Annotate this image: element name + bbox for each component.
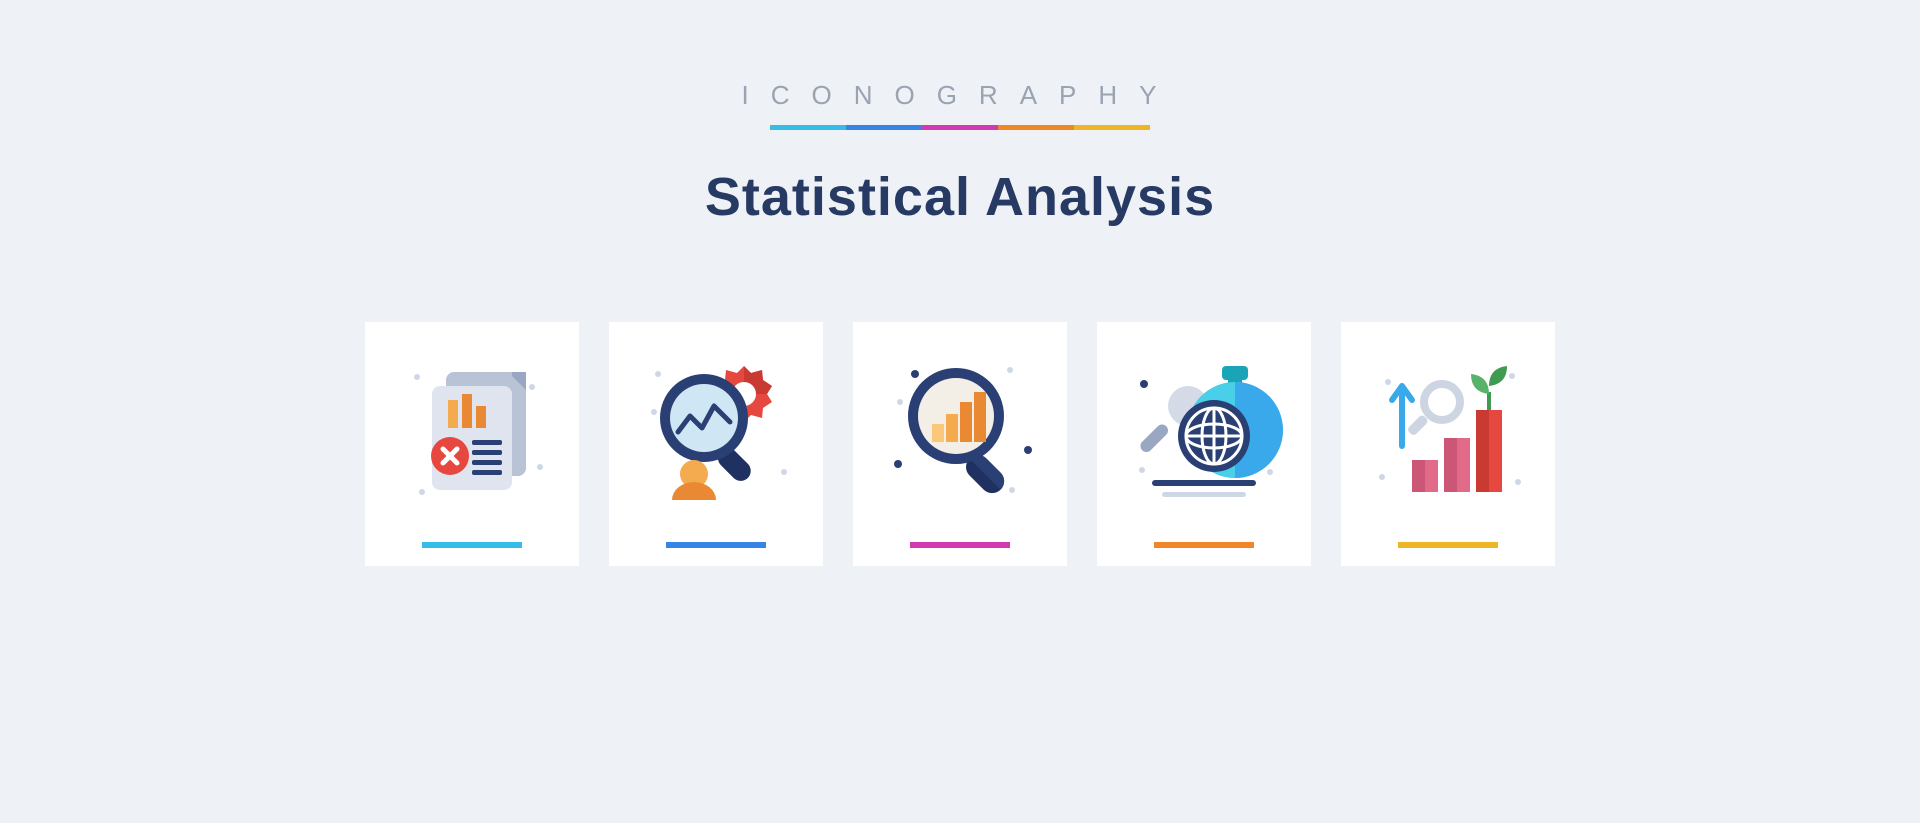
growth-chart-icon bbox=[1368, 352, 1528, 512]
global-time-search-icon bbox=[1124, 352, 1284, 512]
brand-underline bbox=[705, 125, 1215, 130]
icon-card bbox=[609, 322, 823, 566]
card-underline bbox=[422, 542, 522, 548]
report-error-icon bbox=[392, 352, 552, 512]
brand-underline-segment bbox=[1074, 125, 1150, 130]
brand-underline-segment bbox=[922, 125, 998, 130]
icon-card bbox=[853, 322, 1067, 566]
brand-label: ICONOGRAPHY bbox=[705, 80, 1215, 111]
card-underline bbox=[1154, 542, 1254, 548]
card-underline bbox=[1398, 542, 1498, 548]
page-title: Statistical Analysis bbox=[705, 166, 1215, 228]
icon-card bbox=[1341, 322, 1555, 566]
search-bar-chart-icon bbox=[880, 352, 1040, 512]
brand-underline-segment bbox=[770, 125, 846, 130]
card-underline bbox=[910, 542, 1010, 548]
icon-row bbox=[365, 322, 1555, 566]
user-research-settings-icon bbox=[636, 352, 796, 512]
brand-underline-segment bbox=[998, 125, 1074, 130]
header: ICONOGRAPHY Statistical Analysis bbox=[705, 80, 1215, 228]
brand-underline-segment bbox=[846, 125, 922, 130]
card-underline bbox=[666, 542, 766, 548]
icon-card bbox=[1097, 322, 1311, 566]
icon-card bbox=[365, 322, 579, 566]
